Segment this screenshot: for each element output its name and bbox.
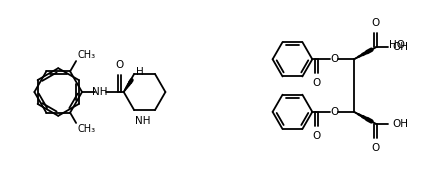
Text: OH: OH — [392, 119, 409, 129]
Text: CH₃: CH₃ — [77, 50, 95, 60]
Text: O: O — [116, 60, 124, 70]
Text: CH₃: CH₃ — [77, 124, 95, 134]
Text: O: O — [312, 131, 320, 141]
Text: NH: NH — [135, 116, 150, 126]
Text: O: O — [372, 143, 380, 153]
Text: OH: OH — [392, 42, 409, 52]
Text: H: H — [136, 67, 143, 77]
Text: O: O — [372, 19, 380, 28]
Text: NH: NH — [92, 87, 108, 97]
Text: O: O — [330, 107, 338, 117]
Text: O: O — [330, 54, 338, 64]
Text: O: O — [312, 78, 320, 88]
Text: HO: HO — [389, 40, 405, 50]
